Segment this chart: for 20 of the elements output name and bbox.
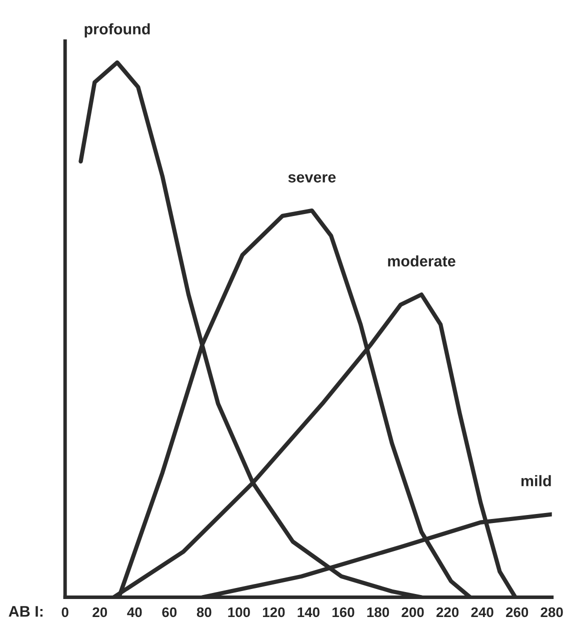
x-tick-label: 180 (367, 607, 390, 618)
x-tick-label: 260 (506, 607, 528, 618)
x-tick-label: 240 (471, 607, 494, 618)
x-tick-label: 220 (436, 607, 459, 618)
x-tick-label: 60 (162, 607, 177, 618)
x-tick-label: 140 (298, 607, 320, 618)
x-axis-title: AB I: (8, 606, 42, 617)
series-label: mild (521, 475, 551, 486)
text: severe (288, 174, 336, 183)
x-tick-label: 280 (540, 607, 563, 618)
text: moderate (388, 255, 456, 267)
x-tick-label: 120 (262, 607, 285, 618)
x-tick-label: 0 (62, 607, 68, 618)
x-tick-label: 20 (92, 607, 108, 618)
x-tick-label: 80 (196, 607, 212, 618)
text: profound (84, 23, 150, 38)
x-tick-label: 160 (332, 607, 354, 618)
x-tick-label: 100 (228, 607, 250, 618)
x-tick-label: 40 (127, 607, 142, 618)
x-tick-label: 200 (402, 607, 424, 618)
